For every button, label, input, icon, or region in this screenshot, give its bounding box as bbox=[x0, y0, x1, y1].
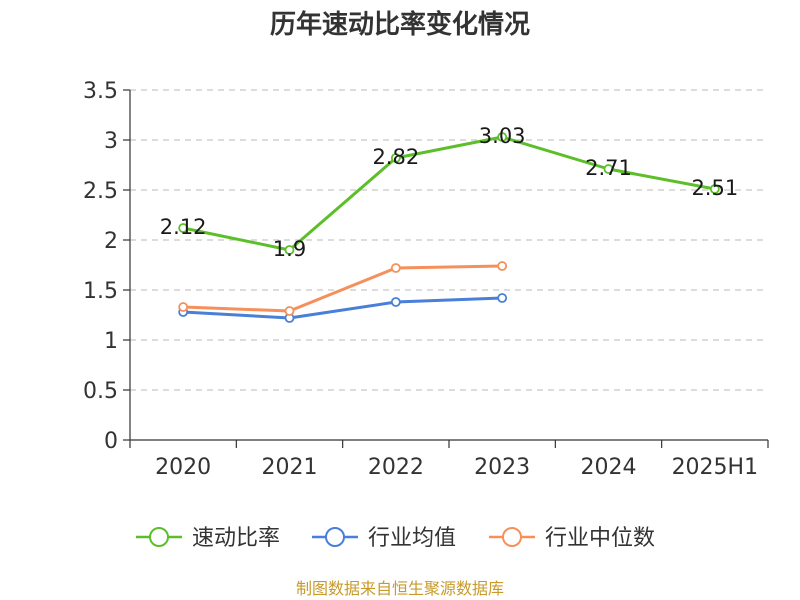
legend-label: 行业中位数 bbox=[545, 526, 655, 551]
x-tick-label: 2020 bbox=[155, 455, 211, 480]
y-axis: 0 0.5 1 1.5 2 2.5 3 3.5 bbox=[83, 79, 131, 454]
data-label: 2.71 bbox=[585, 156, 632, 180]
data-point[interactable] bbox=[709, 184, 720, 194]
legend-item[interactable]: 速动比率 bbox=[136, 526, 280, 551]
legend-label: 行业均值 bbox=[368, 526, 456, 551]
y-tick-label: 2.5 bbox=[83, 179, 118, 204]
data-point[interactable] bbox=[178, 223, 189, 233]
data-point[interactable] bbox=[603, 164, 614, 174]
data-point[interactable] bbox=[497, 293, 508, 303]
y-tick-label: 3 bbox=[104, 129, 118, 154]
legend-label: 速动比率 bbox=[192, 526, 280, 551]
y-tick-label: 0.5 bbox=[83, 379, 118, 404]
data-point[interactable] bbox=[497, 132, 508, 142]
legend-marker bbox=[149, 527, 169, 547]
data-point[interactable] bbox=[284, 306, 295, 316]
x-tick-label: 2024 bbox=[581, 455, 637, 480]
x-tick-label: 2022 bbox=[368, 455, 424, 480]
x-axis: 2020 2021 2022 2023 2024 2025H1 bbox=[129, 439, 769, 480]
y-tick-label: 3.5 bbox=[83, 79, 118, 104]
legend-marker bbox=[325, 527, 345, 547]
data-label: 1.9 bbox=[273, 237, 306, 261]
x-tick-label: 2023 bbox=[474, 455, 530, 480]
legend-marker bbox=[502, 527, 522, 547]
source-note: 制图数据来自恒生聚源数据库 bbox=[296, 579, 504, 598]
chart-title: 历年速动比率变化情况 bbox=[270, 9, 530, 40]
data-point[interactable] bbox=[390, 153, 401, 163]
data-point[interactable] bbox=[390, 297, 401, 307]
legend[interactable]: 速动比率 行业均值 行业中位数 bbox=[136, 526, 655, 551]
data-point[interactable] bbox=[178, 302, 189, 312]
y-tick-label: 2 bbox=[104, 229, 118, 254]
data-label: 2.51 bbox=[691, 176, 738, 200]
data-label: 3.03 bbox=[479, 124, 526, 148]
series-line bbox=[183, 264, 503, 313]
data-labels: 2.12 1.9 2.82 3.03 2.71 2.51 bbox=[160, 124, 738, 261]
data-point[interactable] bbox=[497, 261, 508, 271]
gridlines bbox=[130, 89, 768, 391]
series-lines bbox=[178, 132, 720, 323]
data-point[interactable] bbox=[390, 263, 401, 273]
y-tick-label: 1.5 bbox=[83, 279, 118, 304]
y-tick-label: 0 bbox=[104, 429, 118, 454]
data-label: 2.12 bbox=[160, 215, 207, 239]
y-tick-label: 1 bbox=[104, 329, 118, 354]
series-line bbox=[182, 135, 716, 252]
legend-item[interactable]: 行业中位数 bbox=[489, 526, 655, 551]
series-line bbox=[183, 296, 503, 320]
x-tick-label: 2025H1 bbox=[672, 455, 759, 480]
data-point[interactable] bbox=[284, 245, 295, 255]
x-tick-label: 2021 bbox=[262, 455, 318, 480]
legend-item[interactable]: 行业均值 bbox=[312, 526, 456, 551]
data-label: 2.82 bbox=[372, 145, 419, 169]
